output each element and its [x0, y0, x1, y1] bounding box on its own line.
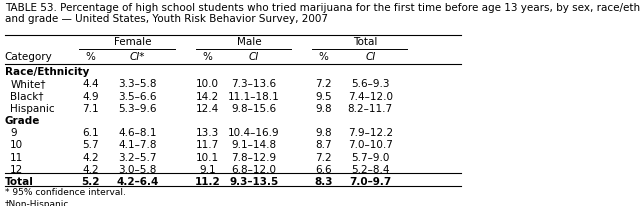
Text: 9.8: 9.8	[315, 103, 332, 113]
Text: 4.6–8.1: 4.6–8.1	[118, 128, 156, 137]
Text: 13.3: 13.3	[196, 128, 219, 137]
Text: 7.2: 7.2	[315, 152, 332, 162]
Text: 14.2: 14.2	[196, 91, 219, 101]
Text: 3.5–6.6: 3.5–6.6	[118, 91, 156, 101]
Text: CI: CI	[249, 51, 259, 61]
Text: 7.3–13.6: 7.3–13.6	[231, 79, 276, 89]
Text: Female: Female	[114, 37, 151, 47]
Text: 9.1–14.8: 9.1–14.8	[231, 140, 276, 150]
Text: 9.5: 9.5	[315, 91, 332, 101]
Text: 5.2–8.4: 5.2–8.4	[351, 164, 390, 174]
Text: 4.2–6.4: 4.2–6.4	[116, 176, 158, 186]
Text: Race/Ethnicity: Race/Ethnicity	[4, 67, 89, 77]
Text: 12.4: 12.4	[196, 103, 219, 113]
Text: CI: CI	[365, 51, 376, 61]
Text: 4.9: 4.9	[83, 91, 99, 101]
Text: 7.4–12.0: 7.4–12.0	[347, 91, 393, 101]
Text: 6.8–12.0: 6.8–12.0	[231, 164, 276, 174]
Text: Total: Total	[353, 37, 378, 47]
Text: 4.1–7.8: 4.1–7.8	[118, 140, 156, 150]
Text: 11: 11	[10, 152, 24, 162]
Text: 12: 12	[10, 164, 24, 174]
Text: Category: Category	[4, 51, 53, 61]
Text: Hispanic: Hispanic	[10, 103, 55, 113]
Text: 8.3: 8.3	[314, 176, 333, 186]
Text: 9.8–15.6: 9.8–15.6	[231, 103, 276, 113]
Text: 10.4–16.9: 10.4–16.9	[228, 128, 279, 137]
Text: Male: Male	[237, 37, 262, 47]
Text: 11.7: 11.7	[196, 140, 219, 150]
Text: %: %	[319, 51, 329, 61]
Text: 5.7: 5.7	[83, 140, 99, 150]
Text: 5.3–9.6: 5.3–9.6	[118, 103, 156, 113]
Text: 6.6: 6.6	[315, 164, 332, 174]
Text: 3.3–5.8: 3.3–5.8	[118, 79, 156, 89]
Text: 8.7: 8.7	[315, 140, 332, 150]
Text: 7.1: 7.1	[83, 103, 99, 113]
Text: 7.2: 7.2	[315, 79, 332, 89]
Text: * 95% confidence interval.: * 95% confidence interval.	[4, 187, 126, 196]
Text: †Non-Hispanic.: †Non-Hispanic.	[4, 199, 72, 206]
Text: 3.2–5.7: 3.2–5.7	[118, 152, 156, 162]
Text: 7.8–12.9: 7.8–12.9	[231, 152, 276, 162]
Text: 11.2: 11.2	[194, 176, 220, 186]
Text: 9.3–13.5: 9.3–13.5	[229, 176, 278, 186]
Text: 4.2: 4.2	[83, 164, 99, 174]
Text: 10.1: 10.1	[196, 152, 219, 162]
Text: 10.0: 10.0	[196, 79, 219, 89]
Text: 9: 9	[10, 128, 17, 137]
Text: 10: 10	[10, 140, 23, 150]
Text: 11.1–18.1: 11.1–18.1	[228, 91, 279, 101]
Text: 9.8: 9.8	[315, 128, 332, 137]
Text: White†: White†	[10, 79, 46, 89]
Text: TABLE 53. Percentage of high school students who tried marijuana for the first t: TABLE 53. Percentage of high school stud…	[4, 2, 641, 24]
Text: 5.2: 5.2	[81, 176, 100, 186]
Text: 6.1: 6.1	[83, 128, 99, 137]
Text: 8.2–11.7: 8.2–11.7	[347, 103, 393, 113]
Text: Total: Total	[4, 176, 33, 186]
Text: 3.0–5.8: 3.0–5.8	[118, 164, 156, 174]
Text: 7.0–10.7: 7.0–10.7	[348, 140, 393, 150]
Text: 9.1: 9.1	[199, 164, 215, 174]
Text: 7.9–12.2: 7.9–12.2	[347, 128, 393, 137]
Text: 5.6–9.3: 5.6–9.3	[351, 79, 390, 89]
Text: 7.0–9.7: 7.0–9.7	[349, 176, 392, 186]
Text: 4.4: 4.4	[83, 79, 99, 89]
Text: CI*: CI*	[129, 51, 145, 61]
Text: 4.2: 4.2	[83, 152, 99, 162]
Text: Grade: Grade	[4, 115, 40, 125]
Text: %: %	[203, 51, 212, 61]
Text: 5.7–9.0: 5.7–9.0	[351, 152, 389, 162]
Text: Black†: Black†	[10, 91, 44, 101]
Text: %: %	[86, 51, 96, 61]
